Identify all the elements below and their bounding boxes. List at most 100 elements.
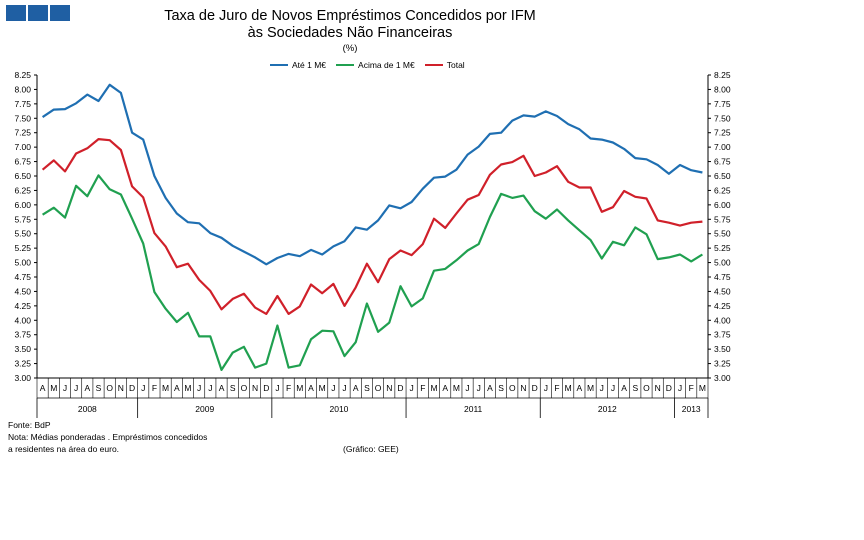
legend-swatch	[270, 64, 288, 66]
legend-swatch	[336, 64, 355, 66]
source-note: Fonte: BdP	[8, 420, 51, 430]
x-tick-label: A	[353, 383, 359, 393]
y-tick-label-right: 7.25	[714, 128, 731, 138]
y-tick-label-left: 4.75	[14, 272, 31, 282]
y-tick-label-left: 7.50	[14, 113, 31, 123]
x-tick-label: F	[689, 383, 694, 393]
x-tick-label: D	[397, 383, 403, 393]
y-tick-label-right: 8.25	[714, 70, 731, 80]
x-tick-label: F	[286, 383, 291, 393]
x-tick-label: A	[174, 383, 180, 393]
x-tick-label: A	[40, 383, 46, 393]
x-tick-label: A	[577, 383, 583, 393]
y-tick-label-left: 6.00	[14, 200, 31, 210]
y-tick-label-left: 5.75	[14, 214, 31, 224]
logo-block	[50, 5, 70, 21]
legend-item-total: Total	[424, 60, 465, 70]
series-line-total	[41, 138, 703, 315]
x-tick-label: A	[219, 383, 225, 393]
y-tick-label-right: 7.50	[714, 113, 731, 123]
unit-label: (%)	[342, 43, 358, 54]
x-tick-label: M	[50, 383, 57, 393]
x-tick-label: A	[84, 383, 90, 393]
x-tick-label: A	[442, 383, 448, 393]
y-tick-label-right: 6.00	[714, 200, 731, 210]
chart-subtitle: às Sociedades Não Financeiras	[247, 25, 453, 41]
y-tick-label-left: 7.75	[14, 99, 31, 109]
chart-title: Taxa de Juro de Novos Empréstimos Conced…	[164, 8, 536, 24]
x-tick-label: S	[96, 383, 102, 393]
y-tick-label-right: 5.00	[714, 258, 731, 268]
x-tick-label: J	[197, 383, 201, 393]
y-tick-label-left: 6.50	[14, 171, 31, 181]
x-tick-label: M	[319, 383, 326, 393]
x-tick-label: D	[666, 383, 672, 393]
y-tick-label-right: 3.00	[714, 373, 731, 383]
x-tick-label: M	[453, 383, 460, 393]
x-tick-label: N	[252, 383, 258, 393]
x-tick-label: J	[544, 383, 548, 393]
x-tick-label: J	[141, 383, 145, 393]
year-label: 2010	[329, 404, 348, 414]
x-tick-label: N	[655, 383, 661, 393]
x-tick-label: J	[208, 383, 212, 393]
y-tick-label-left: 7.25	[14, 128, 31, 138]
y-tick-label-left: 8.25	[14, 70, 31, 80]
x-tick-label: M	[296, 383, 303, 393]
y-tick-label-left: 5.25	[14, 243, 31, 253]
legend-swatch	[424, 64, 443, 66]
y-tick-label-right: 3.75	[714, 330, 731, 340]
x-tick-label: M	[565, 383, 572, 393]
x-tick-label: M	[184, 383, 191, 393]
x-tick-label: J	[342, 383, 346, 393]
x-tick-label: M	[699, 383, 706, 393]
series-line-acima-de-1-m-	[42, 174, 703, 371]
year-label: 2012	[598, 404, 617, 414]
x-tick-label: J	[477, 383, 481, 393]
y-tick-label-left: 5.00	[14, 258, 31, 268]
x-tick-label: M	[587, 383, 594, 393]
y-tick-label-right: 7.00	[714, 142, 731, 152]
x-tick-label: O	[509, 383, 516, 393]
y-tick-label-right: 4.25	[714, 301, 731, 311]
x-tick-label: O	[375, 383, 382, 393]
x-tick-label: D	[532, 383, 538, 393]
y-tick-label-right: 8.00	[714, 84, 731, 94]
x-tick-label: S	[364, 383, 370, 393]
x-tick-label: F	[152, 383, 157, 393]
y-tick-label-left: 3.00	[14, 373, 31, 383]
y-tick-label-right: 5.75	[714, 214, 731, 224]
x-tick-label: O	[643, 383, 650, 393]
x-tick-label: F	[554, 383, 559, 393]
x-tick-label: J	[74, 383, 78, 393]
legend-item-ate1: Até 1 M€	[270, 60, 326, 70]
x-tick-label: S	[632, 383, 638, 393]
logo-block	[28, 5, 48, 21]
legend-label: Até 1 M€	[292, 60, 327, 70]
x-tick-label: F	[420, 383, 425, 393]
series-line-at-1-m-	[41, 83, 703, 266]
year-label: 2011	[464, 404, 483, 414]
x-tick-label: J	[465, 383, 469, 393]
y-tick-label-right: 5.50	[714, 229, 731, 239]
year-label: 2013	[682, 404, 701, 414]
legend-label: Acima de 1 M€	[358, 60, 415, 70]
note-line-2: a residentes na área do euro.	[8, 444, 120, 454]
y-tick-label-left: 3.75	[14, 330, 31, 340]
x-tick-label: N	[118, 383, 124, 393]
x-tick-label: N	[386, 383, 392, 393]
x-tick-label: S	[230, 383, 236, 393]
y-tick-label-right: 7.75	[714, 99, 731, 109]
y-tick-label-right: 3.50	[714, 344, 731, 354]
y-tick-label-right: 4.75	[714, 272, 731, 282]
x-tick-label: N	[520, 383, 526, 393]
x-tick-label: J	[331, 383, 335, 393]
x-tick-label: J	[611, 383, 615, 393]
y-tick-label-right: 6.25	[714, 185, 731, 195]
y-tick-label-left: 3.25	[14, 359, 31, 369]
x-tick-label: D	[263, 383, 269, 393]
x-tick-label: A	[621, 383, 627, 393]
y-tick-label-right: 4.00	[714, 315, 731, 325]
chart-credit: (Gráfico: GEE)	[343, 444, 399, 454]
y-tick-label-left: 4.50	[14, 286, 31, 296]
